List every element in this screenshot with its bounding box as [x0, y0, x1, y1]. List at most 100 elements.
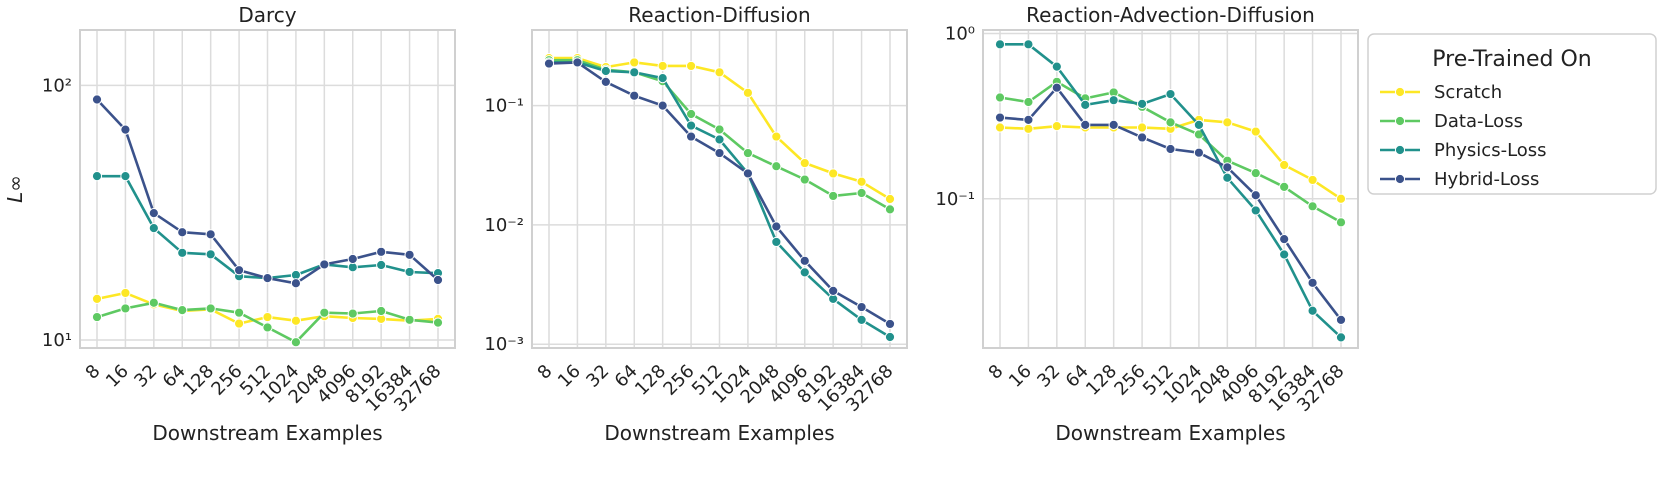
- y-tick-label: 10¹: [42, 330, 72, 351]
- x-tick-label: 32: [130, 361, 161, 392]
- data-point-data-loss: [742, 147, 754, 159]
- data-point-hybrid-loss: [1108, 119, 1119, 130]
- data-point-hybrid-loss: [828, 285, 839, 296]
- data-point-physics-loss: [376, 259, 387, 271]
- y-tick-label: 10⁰: [945, 24, 975, 45]
- data-point-scratch: [1222, 117, 1233, 128]
- data-point-hybrid-loss: [714, 147, 725, 159]
- data-point-scratch: [1279, 159, 1290, 171]
- data-point-scratch: [1023, 123, 1034, 134]
- data-point-hybrid-loss: [376, 246, 387, 257]
- data-point-hybrid-loss: [205, 229, 216, 240]
- data-point-data-loss: [347, 308, 358, 319]
- data-point-scratch: [657, 60, 668, 72]
- data-point-hybrid-loss: [1279, 234, 1290, 245]
- data-point-data-loss: [1307, 201, 1318, 212]
- data-point-hybrid-loss: [1023, 114, 1034, 126]
- data-point-scratch: [685, 60, 697, 72]
- panel-title: Reaction-Advection-Diffusion: [1026, 3, 1315, 27]
- data-point-data-loss: [177, 305, 188, 316]
- data-point-scratch: [828, 168, 839, 179]
- y-tick-label: 10²: [42, 75, 72, 96]
- data-point-scratch: [994, 122, 1006, 133]
- legend: Pre-Trained On Scratch Data-Loss Physics-Lo…: [1367, 33, 1657, 195]
- x-tick-label: 16: [102, 361, 133, 392]
- data-point-scratch: [742, 87, 754, 98]
- data-point-data-loss: [290, 337, 302, 348]
- data-point-data-loss: [262, 322, 273, 333]
- y-tick-label: 10⁻¹: [484, 96, 524, 117]
- x-axis-label: Downstream Examples: [1055, 421, 1285, 445]
- data-point-hybrid-loss: [685, 131, 697, 142]
- data-point-data-loss: [1279, 181, 1290, 192]
- legend-marker-physics-loss: [1394, 144, 1406, 156]
- data-point-hybrid-loss: [543, 58, 555, 69]
- data-point-data-loss: [799, 174, 810, 185]
- data-point-hybrid-loss: [657, 100, 668, 111]
- data-point-hybrid-loss: [742, 168, 754, 179]
- data-point-physics-loss: [1193, 119, 1205, 130]
- data-point-data-loss: [828, 190, 839, 202]
- data-point-physics-loss: [994, 39, 1006, 50]
- data-point-physics-loss: [404, 266, 415, 278]
- data-point-scratch: [262, 311, 273, 323]
- data-point-physics-loss: [205, 249, 216, 260]
- data-point-scratch: [120, 287, 131, 299]
- data-point-hybrid-loss: [148, 208, 159, 219]
- data-point-hybrid-loss: [120, 124, 131, 135]
- data-point-hybrid-loss: [432, 274, 444, 286]
- data-point-physics-loss: [1136, 98, 1148, 109]
- data-point-scratch: [91, 293, 103, 304]
- data-point-data-loss: [148, 297, 159, 308]
- x-tick-label: 32: [582, 361, 613, 392]
- data-point-physics-loss: [1335, 332, 1347, 343]
- data-point-hybrid-loss: [1136, 132, 1148, 143]
- data-point-hybrid-loss: [1335, 314, 1347, 325]
- data-point-hybrid-loss: [572, 57, 583, 68]
- data-point-physics-loss: [1250, 205, 1261, 216]
- data-point-data-loss: [685, 108, 697, 120]
- data-point-scratch: [1307, 174, 1318, 186]
- data-point-physics-loss: [856, 314, 867, 325]
- data-point-scratch: [799, 157, 810, 169]
- legend-box: [1367, 33, 1657, 195]
- data-point-data-loss: [771, 161, 782, 172]
- data-point-physics-loss: [600, 65, 611, 77]
- plot-frame: [531, 29, 908, 349]
- data-point-data-loss: [1023, 96, 1034, 108]
- panel-title: Darcy: [238, 3, 296, 27]
- legend-label: Physics-Loss: [1434, 140, 1547, 161]
- x-tick-label: 32: [1033, 361, 1064, 392]
- y-tick-label: 10⁻³: [484, 334, 524, 355]
- x-tick-label: 16: [554, 361, 585, 392]
- data-point-data-loss: [91, 311, 103, 323]
- data-point-data-loss: [1165, 117, 1176, 128]
- legend-title: Pre-Trained On: [1432, 47, 1591, 72]
- data-point-scratch: [1136, 122, 1148, 133]
- y-tick-label: 10⁻¹: [935, 189, 975, 210]
- data-point-hybrid-loss: [177, 227, 188, 238]
- y-tick-label: 10⁻²: [484, 215, 524, 236]
- x-tick-label: 8: [985, 361, 1008, 384]
- data-point-data-loss: [994, 92, 1006, 103]
- data-point-hybrid-loss: [262, 272, 273, 284]
- data-point-data-loss: [319, 307, 330, 318]
- panel-1: 10¹10²8163264128256512102420484096819216…: [3, 3, 456, 445]
- data-point-physics-loss: [1165, 88, 1176, 100]
- data-point-physics-loss: [1279, 249, 1290, 260]
- data-point-data-loss: [714, 124, 725, 135]
- x-tick-label: 16: [1005, 361, 1036, 392]
- x-axis-label: Downstream Examples: [604, 421, 834, 445]
- data-point-scratch: [1051, 121, 1062, 132]
- data-point-hybrid-loss: [91, 94, 103, 105]
- y-axis-label: L∞: [3, 175, 27, 203]
- data-point-physics-loss: [799, 267, 810, 278]
- data-point-physics-loss: [629, 67, 640, 78]
- data-point-physics-loss: [657, 72, 668, 84]
- legend-label: Scratch: [1434, 82, 1502, 103]
- data-point-hybrid-loss: [600, 76, 611, 87]
- data-point-hybrid-loss: [233, 265, 245, 276]
- data-point-hybrid-loss: [319, 259, 330, 270]
- data-point-hybrid-loss: [1051, 82, 1062, 93]
- data-point-hybrid-loss: [1307, 277, 1318, 288]
